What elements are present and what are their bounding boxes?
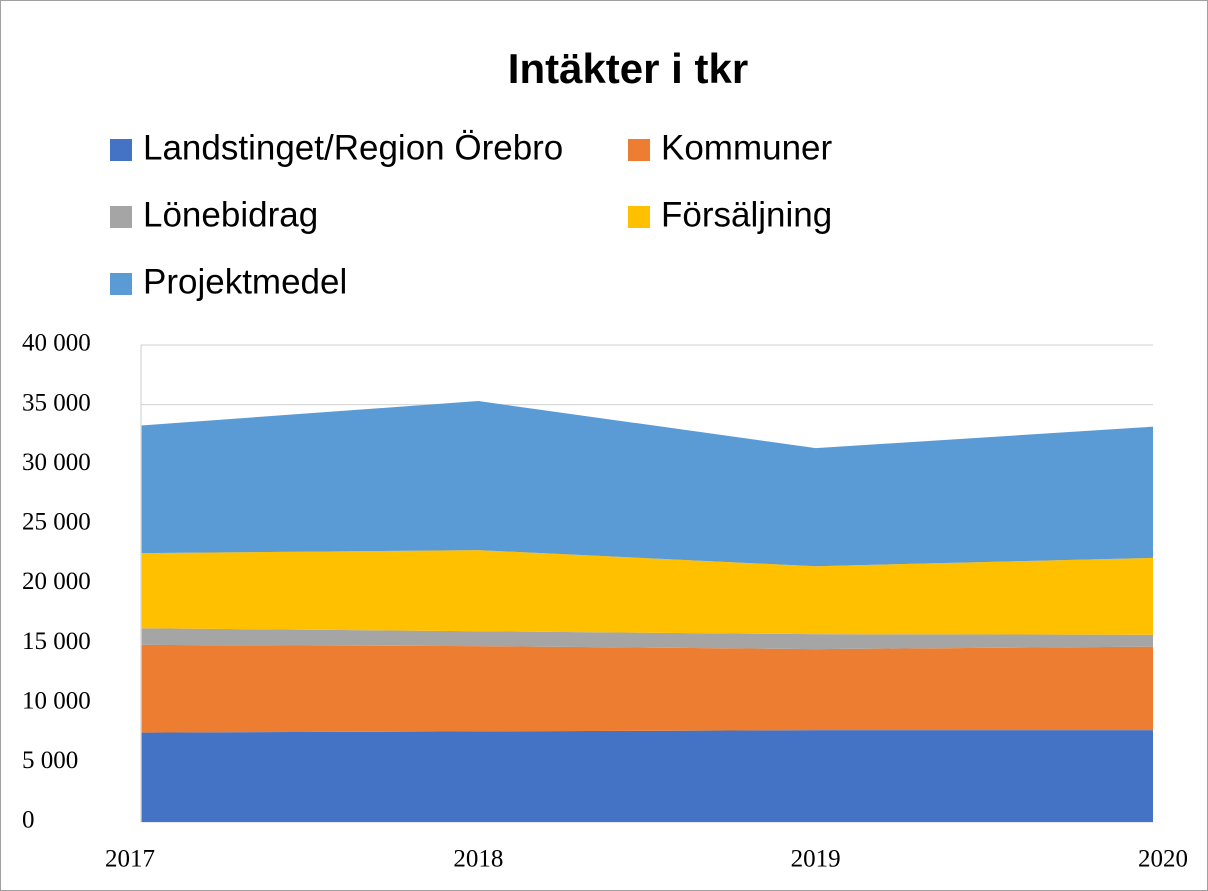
legend-swatch — [110, 273, 132, 295]
x-tick-label: 2020 — [1138, 846, 1188, 873]
legend-swatch — [628, 206, 650, 228]
y-tick-label: 40 000 — [22, 330, 91, 357]
area — [141, 401, 1153, 567]
x-tick-label: 2019 — [791, 846, 841, 873]
y-tick-label: 10 000 — [22, 687, 91, 714]
legend-swatch — [110, 139, 132, 161]
legend-swatch — [110, 206, 132, 228]
y-tick-label: 5 000 — [22, 747, 78, 774]
y-tick-label: 30 000 — [22, 449, 91, 476]
y-tick-label: 35 000 — [22, 389, 91, 416]
legend-swatch — [628, 139, 650, 161]
x-tick-label: 2017 — [105, 846, 155, 873]
legend-label: Lönebidrag — [143, 195, 318, 234]
legend-label: Projektmedel — [143, 262, 347, 301]
legend-label: Landstinget/Region Örebro — [143, 128, 563, 167]
area — [141, 730, 1153, 822]
area — [141, 644, 1153, 733]
y-tick-label: 20 000 — [22, 568, 91, 595]
y-tick-label: 25 000 — [22, 509, 91, 536]
y-tick-label: 15 000 — [22, 628, 91, 655]
area — [141, 550, 1153, 635]
legend-label: Försäljning — [661, 195, 832, 234]
legend-label: Kommuner — [661, 128, 833, 167]
chart-title: Intäkter i tkr — [508, 45, 748, 92]
y-tick-label: 0 — [22, 807, 35, 834]
x-tick-label: 2018 — [453, 846, 503, 873]
area — [141, 628, 1153, 650]
